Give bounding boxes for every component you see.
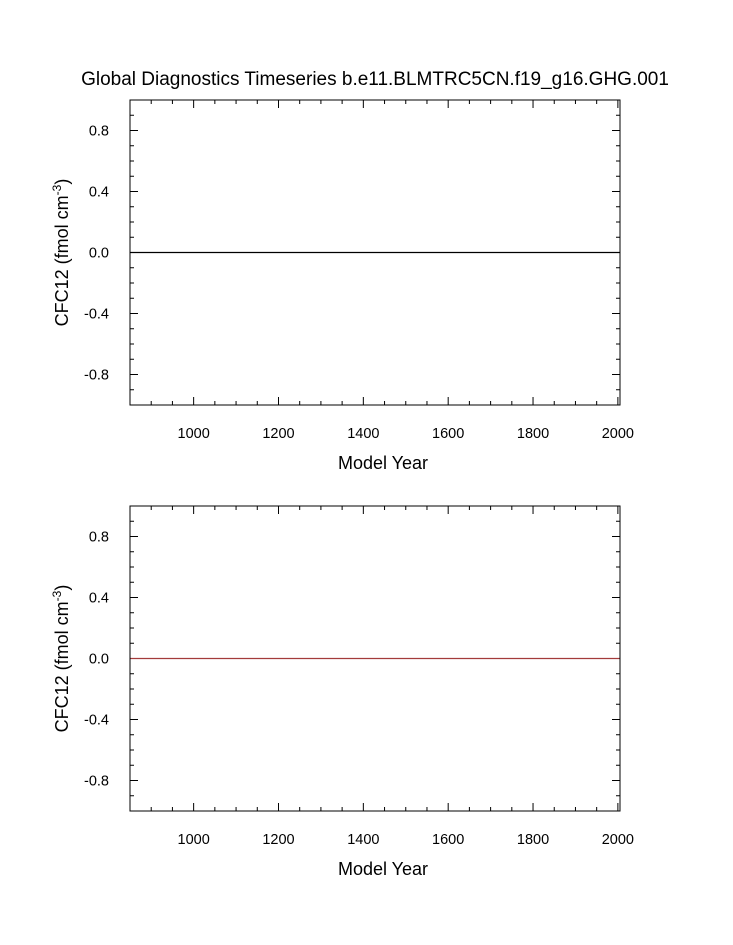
- y-tick-label: -0.8: [84, 774, 109, 790]
- x-tick-label: 1200: [262, 426, 294, 442]
- x-tick-label: 1800: [517, 832, 549, 848]
- x-axis-label: Model Year: [338, 859, 428, 879]
- plot-frame: [129, 99, 621, 406]
- x-tick-label: 1200: [262, 832, 294, 848]
- y-tick-label: 0.0: [89, 246, 109, 262]
- x-tick-label: 1400: [347, 832, 379, 848]
- x-tick-label: 1000: [178, 832, 210, 848]
- x-tick-label: 1800: [517, 426, 549, 442]
- x-tick-label: 1400: [347, 426, 379, 442]
- chart-panel-top: 1000 1200 1400 1600 1800 2000 0.8 0.4 0.0 -0.4 -0.…: [50, 99, 634, 473]
- y-tick-label: 0.4: [89, 185, 109, 201]
- x-tick-label: 2000: [602, 426, 634, 442]
- chart-panel-bottom: 1000 1200 1400 1600 1800 2000 0.8 0.4 0.0 -0.4 -0.…: [50, 505, 634, 879]
- plot-frame: [129, 505, 621, 812]
- figure-title: Global Diagnostics Timeseries b.e11.BLMT…: [81, 69, 669, 90]
- x-tick-label: 1600: [432, 426, 464, 442]
- x-axis-label: Model Year: [338, 453, 428, 473]
- y-tick-label: 0.4: [89, 591, 109, 607]
- y-axis-label: CFC12 (fmol cm-3): [50, 179, 72, 327]
- y-tick-label: -0.4: [84, 307, 109, 323]
- y-tick-label: -0.4: [84, 713, 109, 729]
- x-tick-label: 1000: [178, 426, 210, 442]
- x-tick-label: 2000: [602, 832, 634, 848]
- y-tick-label: 0.0: [89, 652, 109, 668]
- y-axis-label: CFC12 (fmol cm-3): [50, 585, 72, 733]
- y-tick-label: 0.8: [89, 124, 109, 140]
- x-tick-label: 1600: [432, 832, 464, 848]
- y-tick-label: -0.8: [84, 368, 109, 384]
- y-tick-label: 0.8: [89, 530, 109, 546]
